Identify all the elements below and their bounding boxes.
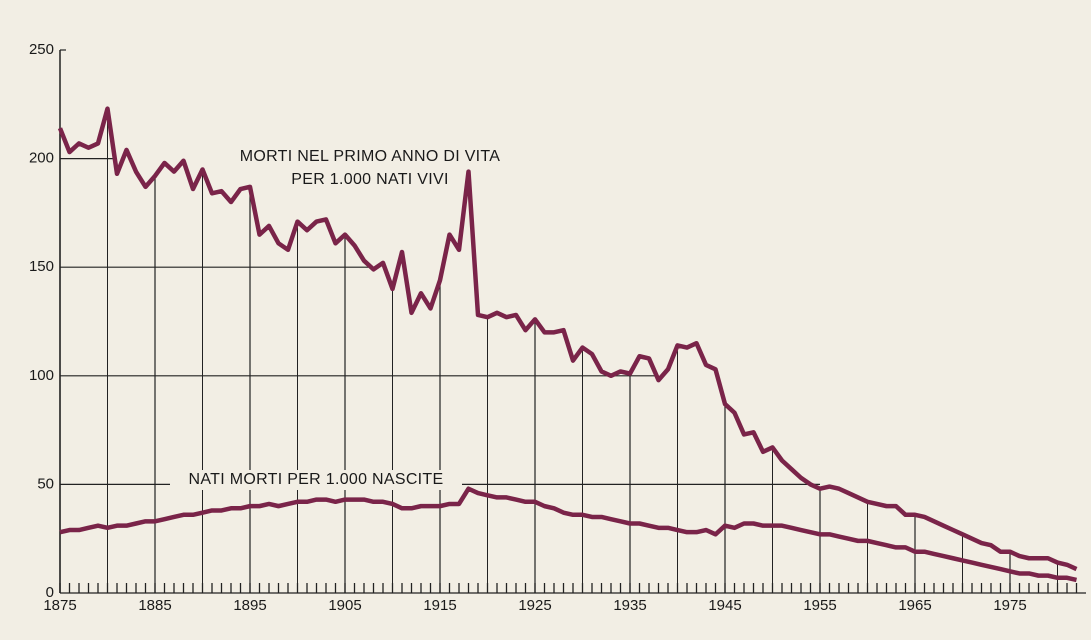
x-tick-label: 1895 xyxy=(233,597,266,614)
series-label: PER 1.000 NATI VIVI xyxy=(291,171,448,188)
x-tick-label: 1915 xyxy=(423,597,456,614)
series-label: NATI MORTI PER 1.000 NASCITE xyxy=(189,471,444,488)
y-tick-label: 0 xyxy=(46,584,54,601)
series-line xyxy=(57,106,1078,572)
x-tick-label: 1885 xyxy=(138,597,171,614)
x-tick-label: 1945 xyxy=(708,597,741,614)
x-tick-label: 1965 xyxy=(898,597,931,614)
x-tick-label: 1875 xyxy=(43,597,76,614)
x-tick-label: 1935 xyxy=(613,597,646,614)
y-tick-label: 200 xyxy=(29,150,54,167)
x-tick-label: 1905 xyxy=(328,597,361,614)
y-tick-label: 50 xyxy=(37,475,54,492)
x-tick-label: 1975 xyxy=(993,597,1026,614)
x-tick-label: 1925 xyxy=(518,597,551,614)
y-tick-label: 150 xyxy=(29,258,54,275)
y-tick-label: 100 xyxy=(29,367,54,384)
series-label: MORTI NEL PRIMO ANNO DI VITA xyxy=(240,148,501,165)
y-tick-label: 250 xyxy=(29,41,54,58)
x-tick-label: 1955 xyxy=(803,597,836,614)
label-bg xyxy=(170,470,462,490)
series-line xyxy=(59,486,1078,583)
